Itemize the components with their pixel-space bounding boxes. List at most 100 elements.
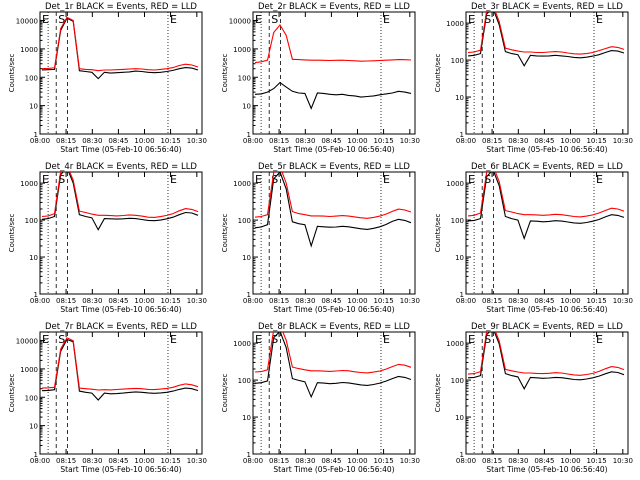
y-tick-label: 10000 [16,338,38,346]
y-tick-label: 10 [455,414,464,422]
x-tick-label: 08:00 [30,457,50,465]
panel-title: Det_2r BLACK = Events, RED = LLD [258,2,410,12]
detector-panel-5: Det_5r BLACK = Events, RED = LLD 1 10 100 10… [221,162,420,314]
x-tick-label: 08:30 [508,137,528,145]
x-tick-label: 10:15 [160,297,180,305]
marker-s: S [484,333,491,346]
lld-series-line [254,332,412,374]
x-tick-label: 10:00 [560,297,580,305]
marker-e-left: E [468,13,475,26]
marker-s: S [58,173,65,186]
y-axis-label: Counts/sec [434,214,442,253]
x-tick-label: 08:45 [108,457,128,465]
marker-e-left: E [42,13,49,26]
x-axis-label: Start Time (05-Feb-10 06:56:40) [60,145,181,154]
y-tick-label: 10 [242,414,251,422]
x-tick-label: 10:15 [586,137,606,145]
detector-panel-6: Det_6r BLACK = Events, RED = LLD 1 10 100 10… [434,162,633,314]
x-tick-label: 10:00 [134,137,154,145]
y-axis-label: Counts/sec [221,374,229,413]
y-axis-label: Counts/sec [434,54,442,93]
x-tick-label: 10:15 [586,297,606,305]
events-series-line [254,332,412,399]
x-tick-label: 08:30 [508,297,528,305]
panel-title: Det_5r BLACK = Events, RED = LLD [258,162,410,172]
marker-e-right: E [383,333,390,346]
plot-frame [465,171,629,295]
x-tick-label: 10:00 [560,457,580,465]
x-tick-label: 08:30 [295,297,315,305]
x-tick-label: 10:15 [160,137,180,145]
y-tick-label: 100 [451,217,464,225]
x-tick-label: 08:30 [82,297,102,305]
x-tick-label: 10:15 [586,457,606,465]
x-tick-label: 08:15 [269,457,289,465]
x-tick-label: 08:15 [269,137,289,145]
detector-panel-3: Det_3r BLACK = Events, RED = LLD 1 10 100 10… [434,2,633,154]
panel-title: Det_7r BLACK = Events, RED = LLD [45,322,197,332]
marker-e-left: E [255,173,262,186]
y-tick-label: 1000 [446,180,464,188]
x-tick-label: 10:00 [560,137,580,145]
x-tick-label: 08:45 [534,137,554,145]
y-tick-label: 1 [247,451,251,459]
x-tick-label: 08:15 [482,137,502,145]
x-tick-label: 08:15 [56,457,76,465]
lld-series-line [467,12,625,55]
plot-frame [39,11,203,135]
events-series-line [254,81,412,110]
x-tick-label: 08:30 [295,137,315,145]
marker-e-left: E [468,173,475,186]
x-tick-label: 08:15 [56,297,76,305]
marker-e-left: E [255,333,262,346]
y-tick-label: 100 [451,57,464,65]
x-tick-label: 10:30 [400,137,420,145]
y-tick-label: 1000 [233,46,251,54]
x-tick-label: 10:00 [134,457,154,465]
x-tick-label: 08:00 [456,457,476,465]
y-tick-label: 1 [247,131,251,139]
marker-e-right: E [170,173,177,186]
y-tick-label: 1000 [446,340,464,348]
y-tick-label: 100 [25,394,38,402]
x-tick-label: 10:30 [187,137,207,145]
marker-e-left: E [42,173,49,186]
panel-title: Det_9r BLACK = Events, RED = LLD [471,322,623,332]
x-tick-label: 08:45 [534,457,554,465]
x-tick-label: 08:15 [56,137,76,145]
x-tick-label: 08:30 [295,457,315,465]
x-tick-label: 08:45 [108,137,128,145]
y-tick-label: 10 [29,254,38,262]
marker-s: S [271,13,278,26]
y-tick-label: 10 [29,423,38,431]
events-series-line [41,17,199,80]
panel-title: Det_6r BLACK = Events, RED = LLD [471,162,623,172]
x-tick-label: 10:30 [187,297,207,305]
marker-e-left: E [468,333,475,346]
detector-panel-1: Det_1r BLACK = Events, RED = LLD 1 10 100 10… [8,2,207,154]
y-tick-label: 1000 [20,46,38,54]
y-axis-label: Counts/sec [221,214,229,253]
y-tick-label: 100 [238,74,251,82]
x-tick-label: 08:15 [269,297,289,305]
detector-panel-4: Det_4r BLACK = Events, RED = LLD 1 10 100 10… [8,162,207,314]
x-tick-label: 08:00 [243,137,263,145]
y-tick-label: 10000 [16,18,38,26]
y-axis-label: Counts/sec [8,214,16,253]
marker-s: S [58,13,65,26]
marker-e-right: E [596,333,603,346]
x-axis-label: Start Time (05-Feb-10 06:56:40) [273,145,394,154]
x-tick-label: 10:30 [613,137,633,145]
x-tick-label: 10:30 [187,457,207,465]
x-tick-label: 10:15 [373,137,393,145]
x-tick-label: 08:45 [321,297,341,305]
x-tick-label: 10:00 [134,297,154,305]
lld-series-line [254,23,412,64]
events-series-line [41,338,199,401]
y-tick-label: 10 [455,94,464,102]
x-tick-label: 10:15 [160,457,180,465]
y-tick-label: 100 [238,217,251,225]
detector-panel-7: Det_7r BLACK = Events, RED = LLD 1 10 100 10… [8,322,207,474]
events-series-line [41,172,199,231]
